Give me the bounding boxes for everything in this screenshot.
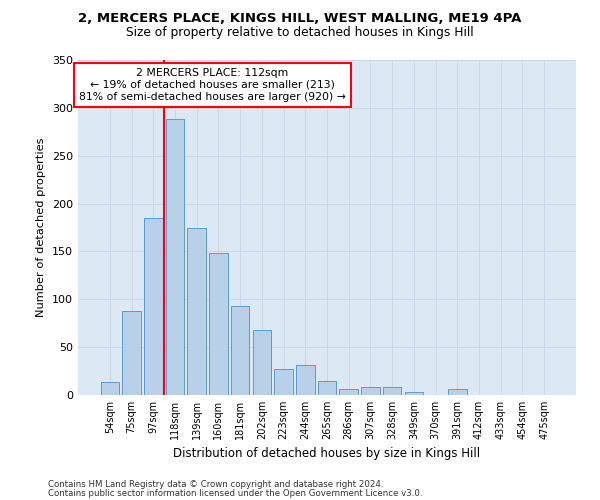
Text: 2, MERCERS PLACE, KINGS HILL, WEST MALLING, ME19 4PA: 2, MERCERS PLACE, KINGS HILL, WEST MALLI…: [79, 12, 521, 24]
Bar: [187, 228, 206, 395]
Text: Contains public sector information licensed under the Open Government Licence v3: Contains public sector information licen…: [48, 489, 422, 498]
Bar: [340, 390, 358, 395]
Bar: [166, 120, 184, 395]
Bar: [318, 380, 336, 395]
Bar: [383, 388, 401, 395]
Bar: [274, 369, 293, 395]
Text: Size of property relative to detached houses in Kings Hill: Size of property relative to detached ho…: [126, 26, 474, 39]
Bar: [231, 306, 250, 395]
Bar: [101, 382, 119, 395]
Y-axis label: Number of detached properties: Number of detached properties: [37, 138, 46, 318]
Bar: [448, 390, 467, 395]
Bar: [253, 330, 271, 395]
Bar: [209, 254, 227, 395]
Bar: [122, 311, 141, 395]
Bar: [144, 218, 163, 395]
Text: Distribution of detached houses by size in Kings Hill: Distribution of detached houses by size …: [173, 448, 481, 460]
Bar: [404, 392, 423, 395]
Text: Contains HM Land Registry data © Crown copyright and database right 2024.: Contains HM Land Registry data © Crown c…: [48, 480, 383, 489]
Text: 2 MERCERS PLACE: 112sqm
← 19% of detached houses are smaller (213)
81% of semi-d: 2 MERCERS PLACE: 112sqm ← 19% of detache…: [79, 68, 346, 102]
Bar: [296, 366, 314, 395]
Bar: [361, 388, 380, 395]
